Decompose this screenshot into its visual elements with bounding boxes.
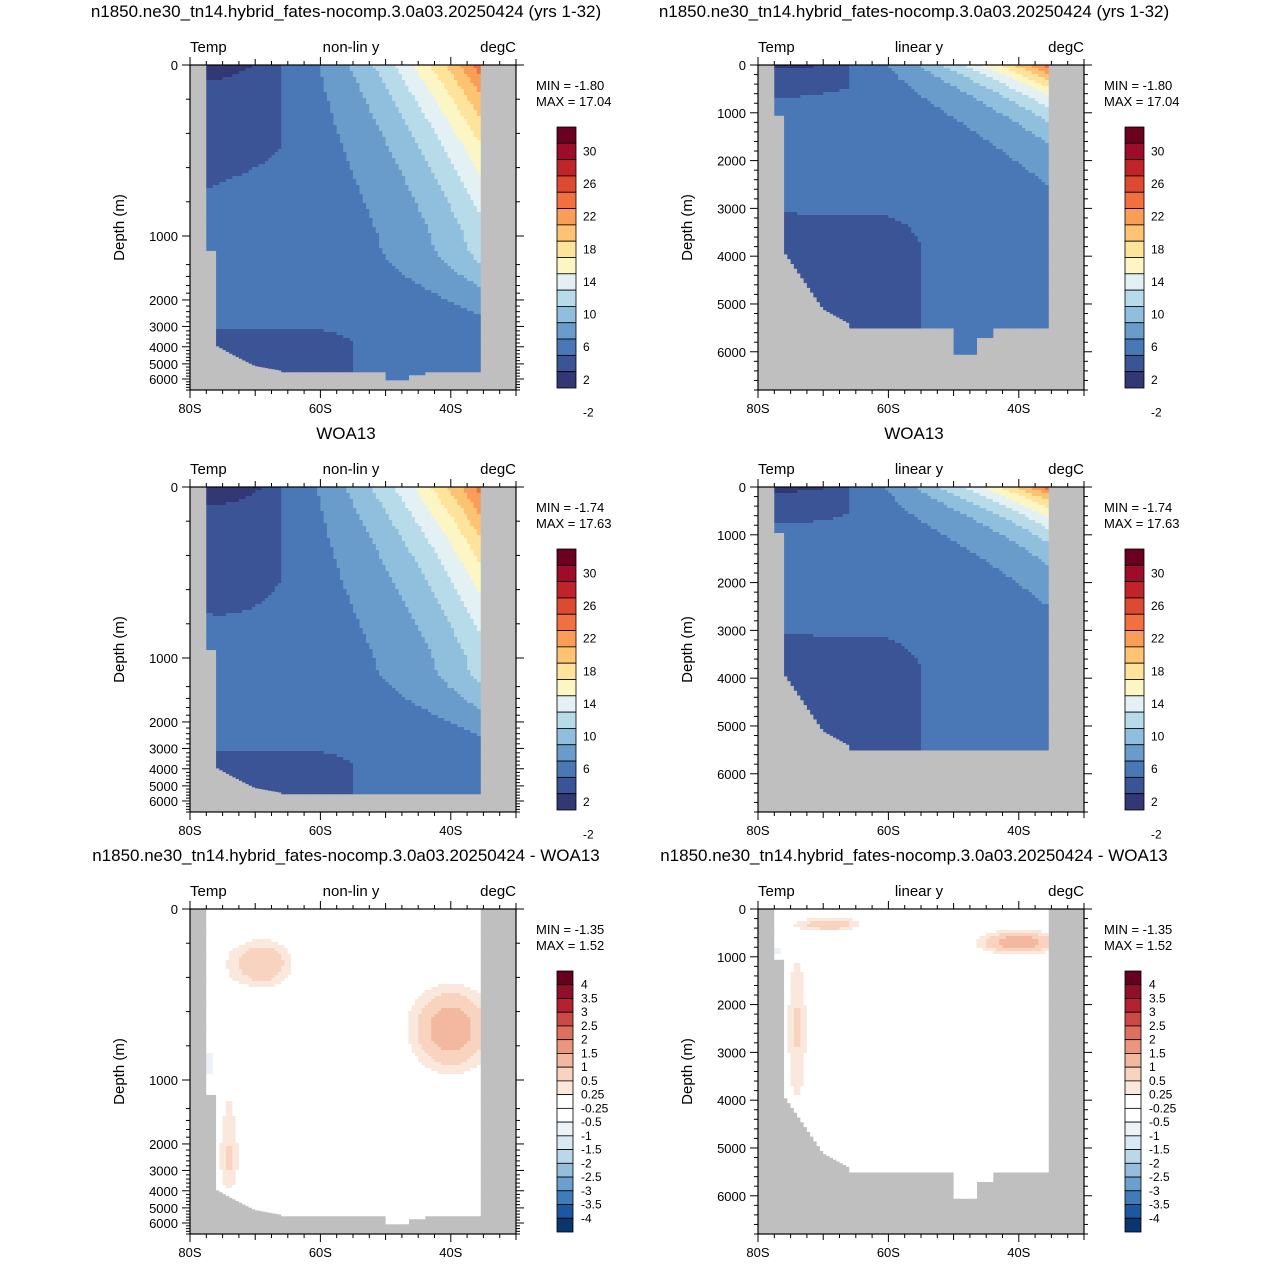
field-contours — [206, 65, 480, 380]
panel-model-nonlin: 80S 60S 40S0100020003000400050006000Depth … — [91, 2, 612, 419]
